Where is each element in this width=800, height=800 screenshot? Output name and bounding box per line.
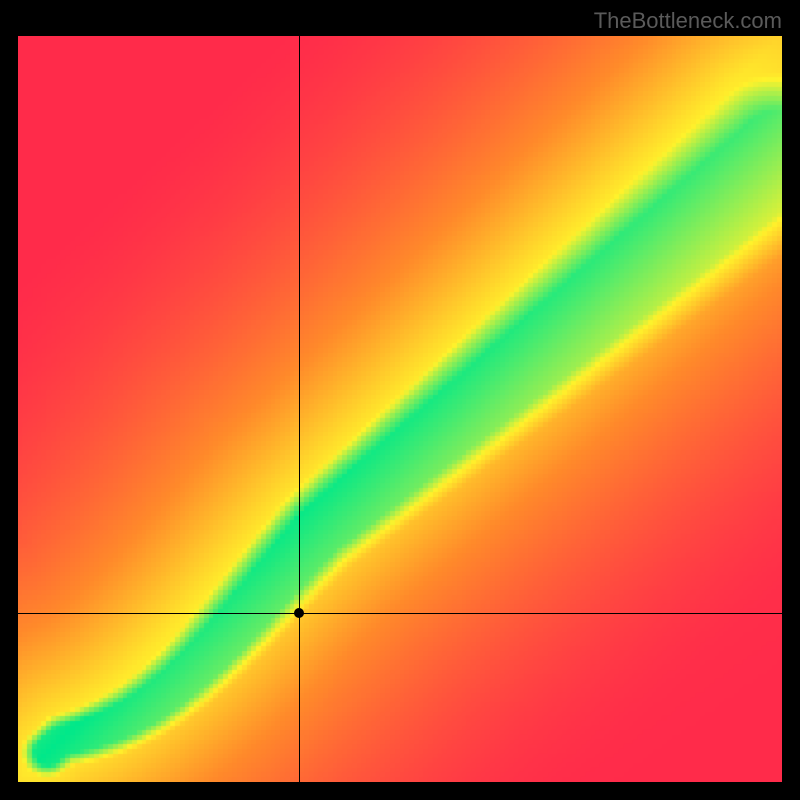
- watermark-text: TheBottleneck.com: [594, 8, 782, 34]
- chart-container: TheBottleneck.com: [0, 0, 800, 800]
- crosshair-vertical: [299, 36, 300, 782]
- crosshair-horizontal: [18, 613, 782, 614]
- plot-area: [18, 36, 782, 782]
- heatmap-canvas: [18, 36, 782, 782]
- crosshair-marker: [294, 608, 304, 618]
